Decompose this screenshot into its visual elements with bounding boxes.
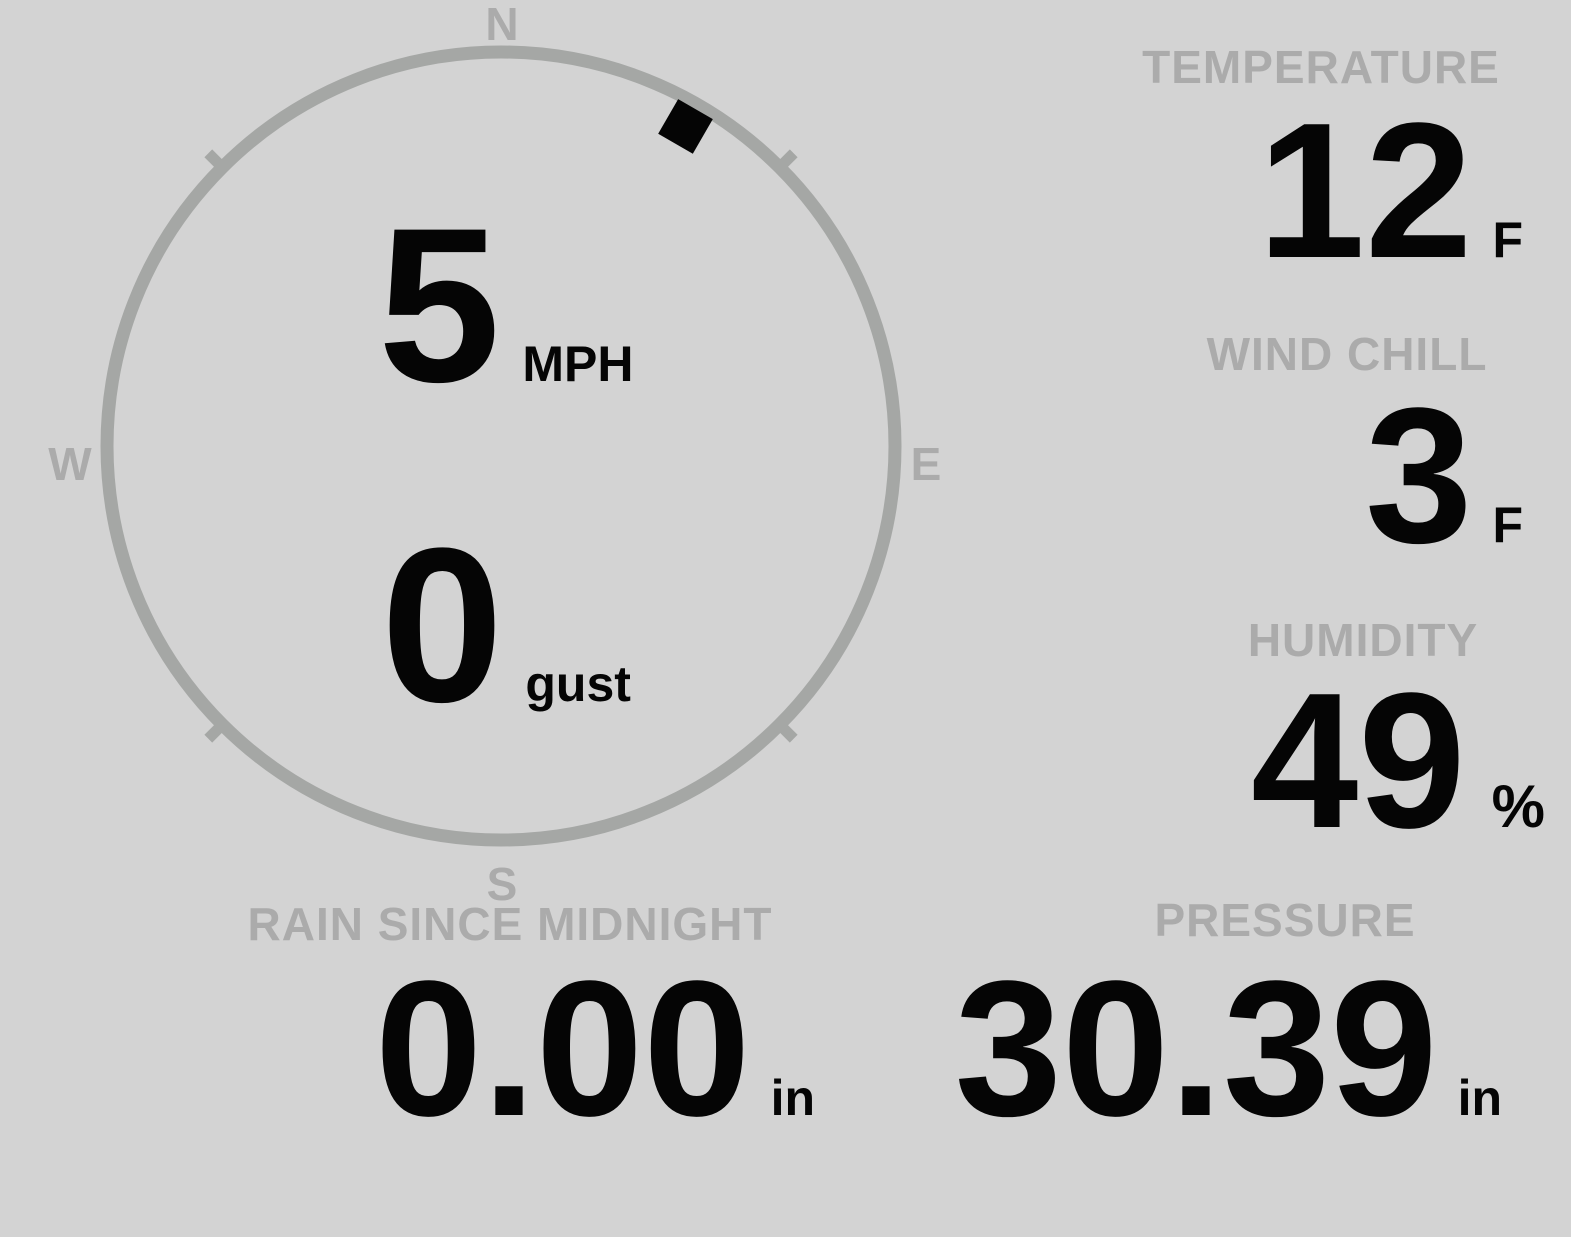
humidity-unit: % — [1491, 773, 1545, 840]
wind-gust-unit: gust — [525, 656, 631, 712]
pressure-label: PRESSURE — [1154, 894, 1416, 946]
compass-tick-se — [771, 716, 798, 743]
wind-direction-marker-icon — [658, 99, 713, 154]
wind-chill-value: 3 — [1365, 367, 1473, 583]
temperature-value: 12 — [1257, 82, 1473, 298]
rain-since-midnight-value: 0.00 — [374, 940, 751, 1156]
wind-chill-unit: F — [1492, 497, 1523, 553]
compass-label-west: W — [48, 438, 92, 490]
rain-since-midnight-reading: 0.00 in — [375, 952, 815, 1145]
rain-since-midnight-unit: in — [770, 1070, 815, 1126]
wind-gust-value: 0 — [381, 502, 504, 748]
pressure-reading: 30.39 in — [955, 952, 1502, 1145]
wind-speed-value: 5 — [378, 182, 501, 428]
wind-chill-label: WIND CHILL — [1206, 328, 1488, 380]
temperature-unit: F — [1492, 212, 1523, 268]
wind-speed-unit: MPH — [522, 336, 634, 392]
wind-speed: 5 MPH — [378, 195, 633, 415]
temperature-reading: 12 F — [1258, 94, 1523, 287]
compass-circle — [100, 45, 902, 847]
wind-gust: 0 gust — [381, 515, 631, 735]
compass-tick-nw — [204, 149, 231, 176]
humidity-label: HUMIDITY — [1247, 614, 1479, 666]
pressure-value: 30.39 — [954, 940, 1438, 1156]
compass-tick-sw — [204, 716, 231, 743]
compass-label-east: E — [910, 438, 942, 490]
humidity-reading: 49% — [1251, 664, 1545, 857]
humidity-value: 49 — [1250, 652, 1466, 868]
temperature-label: TEMPERATURE — [1142, 41, 1500, 93]
compass-tick-ne — [771, 149, 798, 176]
rain-since-midnight-label: RAIN SINCE MIDNIGHT — [247, 898, 773, 950]
compass-label-north: N — [485, 0, 519, 50]
pressure-unit: in — [1457, 1070, 1502, 1126]
compass-label-south: S — [486, 858, 518, 910]
